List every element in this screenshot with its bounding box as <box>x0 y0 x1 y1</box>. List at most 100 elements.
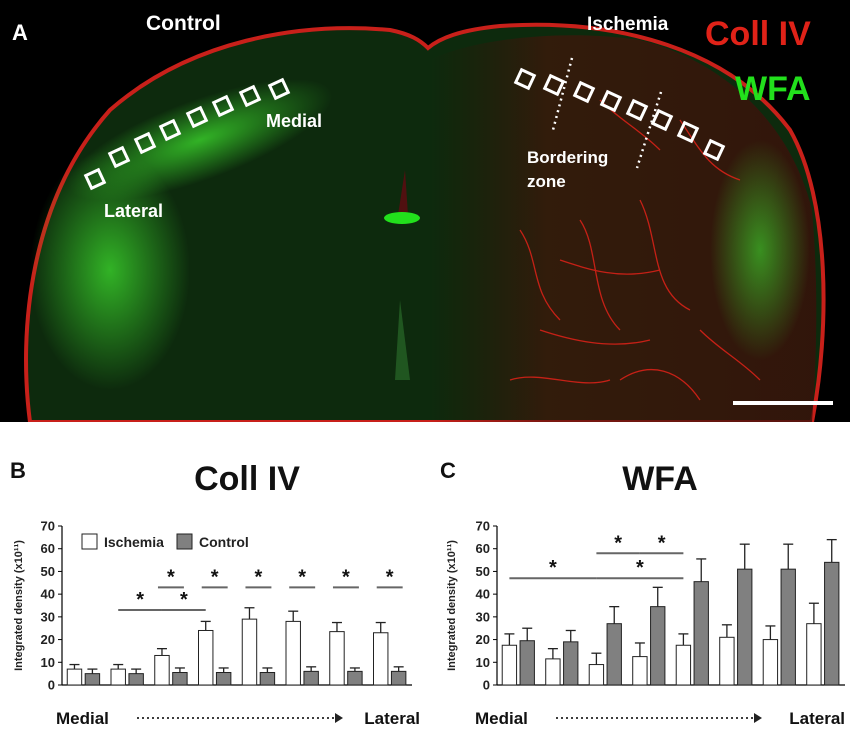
legend-label-ischemia: Ischemia <box>104 534 164 550</box>
x-direction-medial: Medial <box>475 709 528 728</box>
y-tick-label: 60 <box>476 541 490 556</box>
y-tick-label: 50 <box>476 564 490 579</box>
significance-star: * <box>255 566 263 588</box>
bordering-zone-line-2 <box>635 91 663 169</box>
x-direction-lateral: Lateral <box>364 709 420 728</box>
bar-ischemia-6 <box>719 636 735 686</box>
bar-ischemia-2 <box>110 668 126 686</box>
significance-star: * <box>298 566 306 588</box>
midline-ventral <box>395 300 410 380</box>
bar-ischemia-5 <box>675 644 692 686</box>
y-tick-label: 20 <box>476 632 490 647</box>
significance-star: * <box>136 589 144 611</box>
y-tick-label: 20 <box>41 632 55 647</box>
bar-ischemia-7 <box>329 631 345 686</box>
ischemic-hemisphere-overlay <box>430 35 817 422</box>
legend-swatch-ischemia <box>81 533 98 550</box>
bar-control-1 <box>84 673 101 686</box>
panel-label-a: A <box>12 20 28 45</box>
panel-letter-c: C <box>440 458 456 483</box>
ischemia-hemisphere-label: Ischemia <box>587 14 669 35</box>
medial-roi-label: Medial <box>266 111 322 131</box>
bar-charts: B Coll IV 0 10 20 30 40 50 60 70 Integrated densit… <box>10 458 845 728</box>
panel-letter-b: B <box>10 458 26 483</box>
bar-control-8 <box>824 561 840 686</box>
bar-control-8 <box>390 670 407 686</box>
bar-control-7 <box>780 568 796 686</box>
scale-bar <box>733 401 833 405</box>
bar-ischemia-8 <box>373 632 389 686</box>
bar-ischemia-2 <box>545 658 561 686</box>
y-tick-label: 50 <box>41 564 55 579</box>
stain-label-wfa: WFA <box>735 70 811 108</box>
bar-control-4 <box>650 606 666 686</box>
bar-control-3 <box>172 672 188 686</box>
y-axis-label: Integrated density (x10¹¹) <box>13 540 25 671</box>
chart-coll-iv: B Coll IV 0 10 20 30 40 50 60 70 Integrated densit… <box>10 458 420 728</box>
y-tick-label: 70 <box>41 519 55 534</box>
bar-ischemia-3 <box>588 664 605 686</box>
y-tick-label: 40 <box>41 587 55 602</box>
chart-wfa: C WFA 0 10 20 30 40 50 60 70 Integrated density (x… <box>440 458 845 728</box>
brain-section-micrograph: A Control Ischemia Coll IV WFA Medial La… <box>0 0 850 422</box>
collagen-vessels <box>509 99 761 401</box>
midline-fissure <box>398 170 408 215</box>
y-tick-label: 40 <box>476 587 490 602</box>
significance-star: * <box>211 566 219 588</box>
x-direction-lateral: Lateral <box>789 709 845 728</box>
y-tick-label: 10 <box>41 655 55 670</box>
bar-ischemia-4 <box>632 656 648 686</box>
bar-control-5 <box>693 581 709 686</box>
bar-control-2 <box>128 673 144 686</box>
significance-star: * <box>342 566 350 588</box>
chart-title: WFA <box>622 460 698 498</box>
bordering-zone-label-line2: zone <box>527 172 566 191</box>
y-tick-label: 70 <box>476 519 490 534</box>
bar-ischemia-7 <box>762 639 779 686</box>
bar-control-6 <box>737 568 753 686</box>
significance-star: * <box>180 589 188 611</box>
bar-control-7 <box>347 670 363 686</box>
bar-control-1 <box>519 640 535 686</box>
bar-ischemia-1 <box>501 644 518 686</box>
legend-label-control: Control <box>199 534 249 550</box>
y-tick-label: 30 <box>41 609 55 624</box>
y-tick-label: 30 <box>476 609 490 624</box>
bordering-zone-label-line1: Bordering <box>527 148 608 167</box>
bar-control-6 <box>303 670 319 686</box>
bar-ischemia-8 <box>806 623 822 686</box>
lateral-roi-label: Lateral <box>104 201 163 221</box>
roi-boxes-ischemia <box>513 67 726 162</box>
third-ventricle-signal <box>384 212 420 224</box>
bar-ischemia-3 <box>154 654 170 686</box>
legend-swatch-control <box>176 533 193 550</box>
bar-ischemia-6 <box>285 620 301 686</box>
bar-control-3 <box>606 623 622 686</box>
control-hemisphere-label: Control <box>146 12 221 35</box>
direction-arrow-head <box>335 713 343 723</box>
significance-star: * <box>167 566 175 588</box>
significance-star: * <box>386 566 394 588</box>
significance-star: * <box>658 532 666 554</box>
y-tick-label: 60 <box>41 541 55 556</box>
bar-control-2 <box>563 641 579 686</box>
bar-control-5 <box>259 672 276 686</box>
bar-ischemia-1 <box>66 668 83 686</box>
chart-title: Coll IV <box>194 460 300 498</box>
wfa-signal-right <box>710 140 810 360</box>
wfa-signal-upper-left <box>67 79 333 201</box>
significance-star: * <box>614 532 622 554</box>
significance-star: * <box>549 557 557 579</box>
wfa-signal-left <box>30 150 190 390</box>
y-tick-label: 0 <box>48 678 55 693</box>
y-axis-label: Integrated density (x10¹¹) <box>446 540 458 671</box>
y-tick-label: 10 <box>476 655 490 670</box>
bar-ischemia-4 <box>198 629 214 686</box>
direction-arrow-head <box>754 713 762 723</box>
bordering-zone-line-1 <box>551 57 574 131</box>
significance-star: * <box>636 557 644 579</box>
x-direction-medial: Medial <box>56 709 109 728</box>
roi-boxes-control <box>83 77 291 191</box>
y-tick-label: 0 <box>483 678 490 693</box>
stain-label-coll-iv: Coll IV <box>705 15 811 53</box>
